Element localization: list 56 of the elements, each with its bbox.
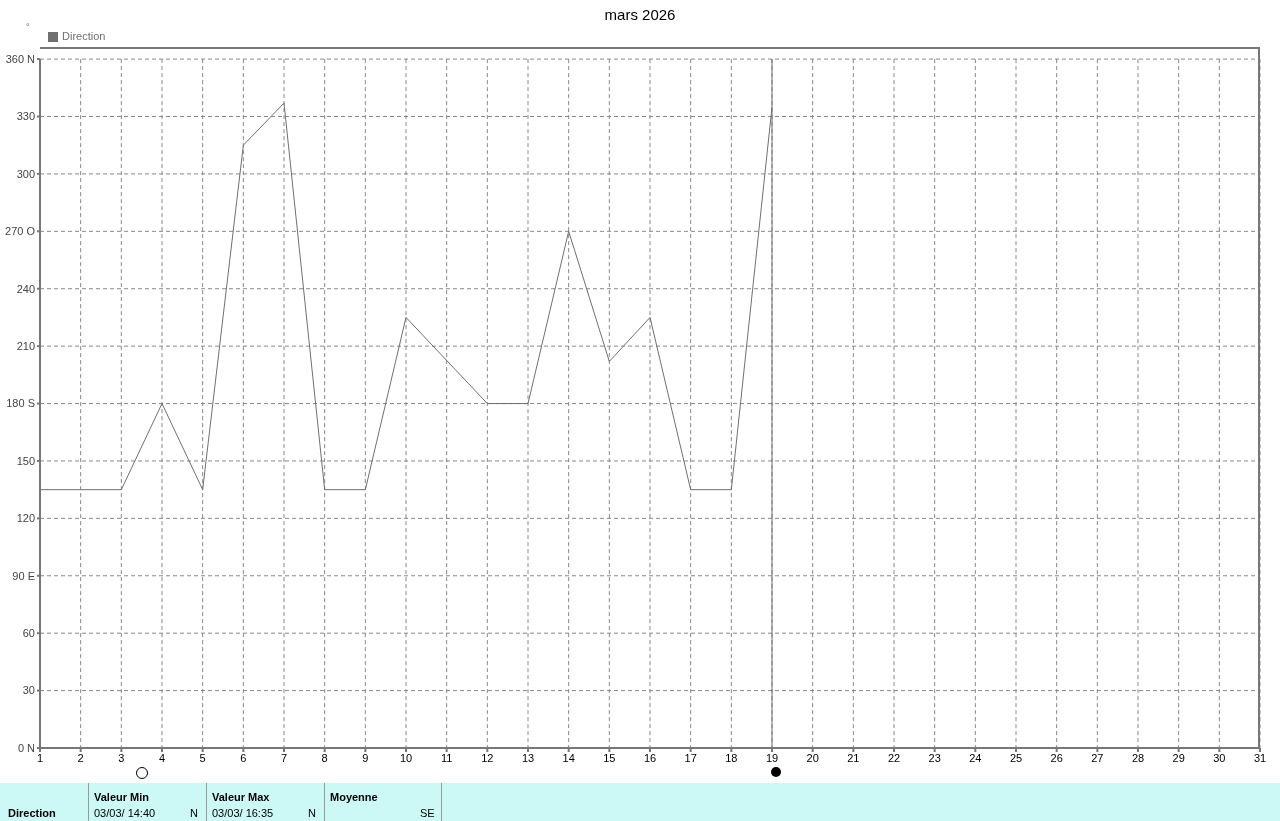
- text: Direction: [8, 807, 56, 819]
- text: SE: [420, 807, 435, 819]
- x-tick-label: 11: [440, 751, 453, 764]
- text: N: [190, 807, 198, 819]
- text: Valeur Min: [94, 791, 150, 803]
- y-tick-label: 240: [16, 282, 35, 295]
- x-tick-label: 24: [969, 751, 982, 764]
- x-tick-label: 25: [1009, 751, 1023, 764]
- x-tick-label: 26: [1050, 751, 1063, 764]
- x-tick-label: 2: [77, 751, 84, 764]
- text: Valeur Max: [212, 791, 270, 803]
- y-tick-label: 210: [16, 340, 35, 353]
- x-tick-label: 30: [1213, 751, 1226, 764]
- x-tick-label: 10: [399, 751, 413, 764]
- chart-title: mars 2026: [603, 6, 677, 23]
- x-tick-label: 16: [643, 751, 657, 764]
- y-tick-label: 60: [22, 627, 35, 640]
- x-tick-label: 1: [36, 751, 44, 764]
- y-tick-label: 330: [16, 110, 35, 123]
- y-tick-label: 0 N: [17, 741, 36, 754]
- y-tick-label: 300: [16, 167, 35, 180]
- x-tick-label: 8: [321, 751, 328, 764]
- x-tick-label: 13: [521, 751, 535, 764]
- text: Moyenne: [330, 791, 378, 803]
- text: 03/03/ 14:40: [94, 807, 156, 819]
- y-tick-label: 360 N: [5, 53, 36, 65]
- x-tick-label: 28: [1131, 751, 1145, 764]
- x-tick-label: 9: [362, 751, 369, 764]
- x-tick-label: 19: [765, 751, 779, 764]
- x-tick-label: 20: [806, 751, 819, 764]
- legend-label: Direction: [62, 30, 106, 42]
- x-tick-label: 23: [928, 751, 941, 764]
- x-tick-label: 18: [725, 751, 738, 764]
- text: N: [308, 807, 316, 819]
- text: 03/03/ 16:35: [212, 807, 274, 819]
- x-tick-label: 29: [1172, 751, 1185, 764]
- x-tick-label: 22: [887, 751, 901, 764]
- x-tick-label: 4: [158, 751, 166, 764]
- x-tick-label: 7: [280, 751, 288, 764]
- x-tick-label: 27: [1091, 751, 1104, 764]
- x-tick-label: 31: [1253, 751, 1267, 764]
- x-tick-label: 17: [684, 751, 697, 764]
- y-axis-title: °: [26, 22, 30, 32]
- x-tick-label: 6: [240, 751, 247, 764]
- y-tick-label: 90 E: [12, 569, 35, 582]
- x-tick-label: 14: [562, 751, 575, 764]
- x-tick-label: 15: [603, 751, 616, 764]
- x-tick-label: 5: [199, 751, 206, 764]
- y-tick-label: 180 S: [6, 397, 35, 410]
- y-tick-label: 270 O: [5, 225, 36, 238]
- y-tick-label: 150: [16, 454, 35, 467]
- y-tick-label: 120: [16, 512, 35, 525]
- x-tick-label: 12: [481, 751, 494, 764]
- x-tick-label: 3: [118, 751, 125, 764]
- y-tick-label: 30: [22, 684, 35, 697]
- x-tick-label: 21: [847, 751, 860, 764]
